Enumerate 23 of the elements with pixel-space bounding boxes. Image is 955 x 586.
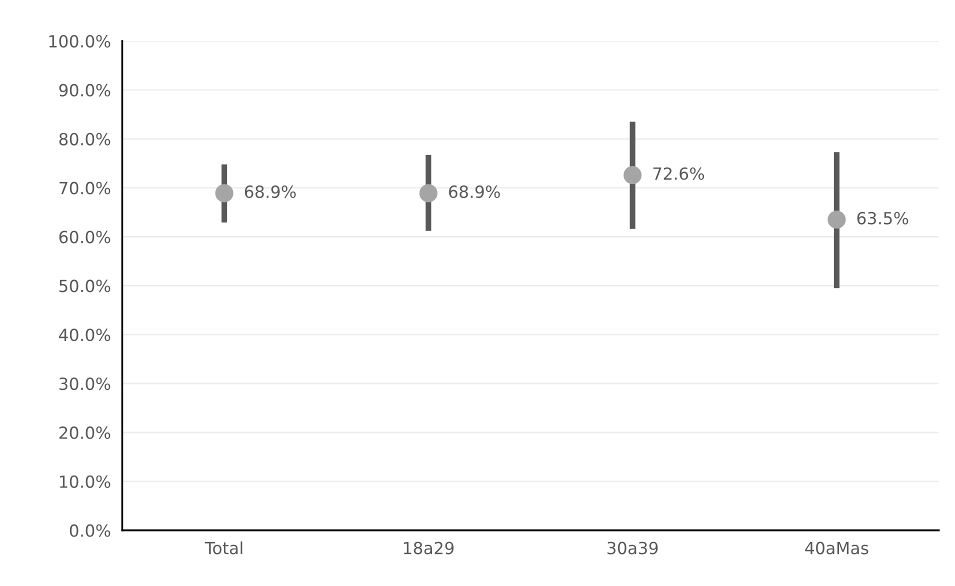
y-tick-label: 90.0% [59, 84, 110, 97]
y-tick-label: 10.0% [60, 475, 110, 488]
y-tick-label: 70.0% [60, 182, 110, 194]
point [419, 184, 438, 202]
y-tick-label: 0.0% [70, 524, 110, 537]
y-tick-label: 100.0% [49, 34, 110, 48]
data-label: 72.6% [653, 167, 704, 180]
x-tick-label: 30a39 [608, 542, 658, 554]
data-label: 68.9% [449, 185, 500, 198]
point [828, 210, 846, 229]
y-tick-label: 60.0% [59, 230, 110, 244]
point [215, 184, 234, 202]
point [624, 166, 642, 184]
data-label: 63.5% [857, 212, 908, 224]
x-tick-label: Total [204, 541, 242, 554]
y-tick-label: 30.0% [59, 378, 110, 390]
x-tick-label: 18a29 [404, 542, 454, 554]
y-tick-label: 50.0% [59, 280, 110, 292]
y-tick-label: 20.0% [59, 426, 110, 440]
data-label: 68.9% [244, 185, 296, 198]
y-tick-label: 40.0% [59, 328, 110, 342]
y-tick-label: 80.0% [59, 132, 110, 146]
x-tick-label: 40aMas [805, 542, 868, 554]
